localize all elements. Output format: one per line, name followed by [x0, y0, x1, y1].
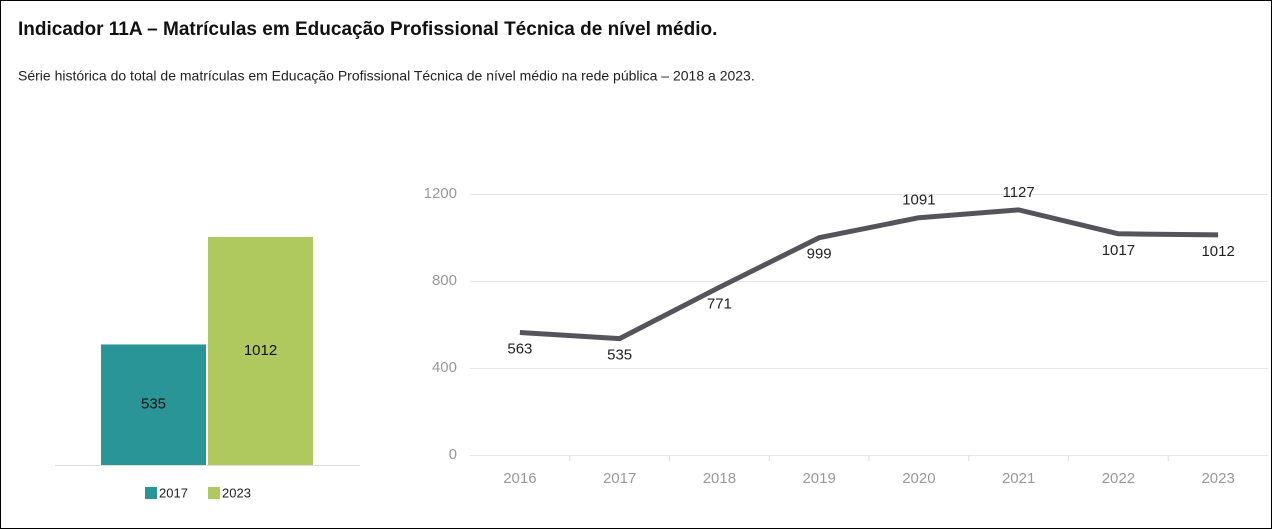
data-label: 1012	[1201, 243, 1234, 260]
legend-swatch	[208, 487, 220, 499]
data-label: 535	[607, 347, 632, 364]
data-label: 1091	[902, 192, 935, 209]
x-tick-label: 2019	[802, 470, 835, 487]
x-tick-label: 2021	[1002, 470, 1035, 487]
legend-label: 2017	[159, 485, 188, 500]
data-label: 999	[807, 246, 832, 263]
y-tick-label: 800	[432, 272, 457, 289]
bar	[208, 237, 313, 465]
x-tick-label: 2017	[603, 470, 636, 487]
x-tick-label: 2022	[1102, 470, 1135, 487]
line	[519, 207, 1219, 342]
x-tick-label: 2018	[703, 470, 736, 487]
x-tick-label: 2016	[503, 470, 536, 487]
data-label: 1127	[1002, 184, 1034, 201]
bar-label: 535	[141, 396, 166, 413]
legend-swatch	[145, 487, 157, 499]
y-tick-label: 400	[432, 359, 457, 376]
data-label: 563	[507, 341, 532, 358]
legend-label: 2023	[222, 485, 251, 500]
y-tick-label: 1200	[424, 185, 457, 202]
x-tick-label: 2020	[902, 470, 935, 487]
title: Indicador 11A – Matrículas em Educação P…	[18, 19, 717, 40]
x-tick-label: 2023	[1201, 470, 1234, 487]
bar-label: 1012	[244, 342, 277, 359]
bar	[101, 344, 206, 465]
data-label: 1017	[1102, 242, 1135, 259]
subtitle: Série histórica do total de matrículas e…	[18, 68, 755, 84]
data-label: 771	[707, 295, 732, 312]
y-tick-label: 0	[449, 446, 457, 463]
